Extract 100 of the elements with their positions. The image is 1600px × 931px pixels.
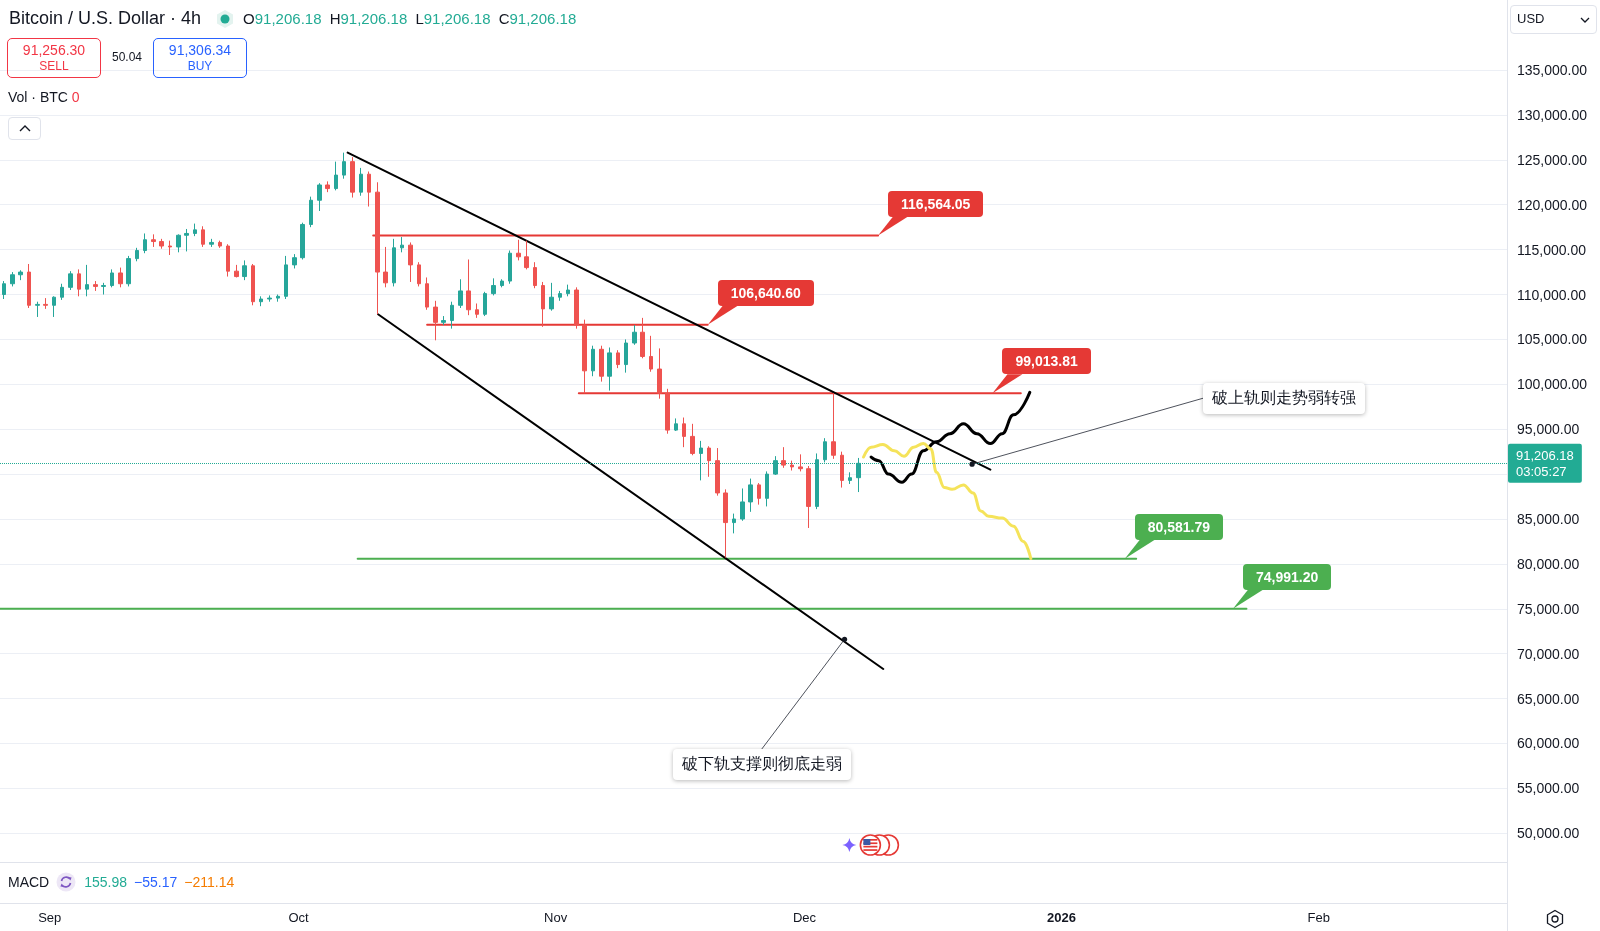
candlestick [276, 294, 280, 303]
y-tick-label: 115,000.00 [1517, 241, 1587, 258]
candlestick [616, 349, 620, 369]
candlestick [209, 238, 214, 248]
candlestick [541, 281, 545, 328]
candlestick [201, 225, 205, 248]
y-tick-label: 105,000.00 [1517, 331, 1588, 348]
candlestick [77, 268, 81, 297]
candlestick [558, 290, 562, 302]
candlestick [831, 392, 836, 460]
y-tick-label: 125,000.00 [1517, 151, 1588, 168]
candlestick [425, 276, 429, 311]
candlestick [300, 222, 305, 260]
candlestick [566, 284, 570, 297]
candlestick [226, 243, 230, 278]
candlestick [723, 488, 728, 559]
annotation: 91,256.30 SELL [22, 42, 86, 74]
candlestick [168, 240, 172, 256]
currency-dropdown: USD [1510, 5, 1597, 34]
candlestick [284, 255, 288, 300]
candlestick [599, 345, 604, 383]
candlestick [657, 347, 662, 400]
candlestick [218, 240, 222, 249]
candlestick [707, 445, 711, 478]
y-tick-label: 55,000.00 [1517, 780, 1580, 797]
candlestick [350, 156, 355, 199]
annotation: 91,306.34 BUY [168, 42, 232, 74]
candlestick [325, 180, 330, 193]
x-tick-label: Nov [544, 910, 568, 925]
candlestick [433, 300, 438, 341]
y-tick-label: 120,000.00 [1517, 196, 1588, 213]
y-tick-label: 60,000.00 [1517, 735, 1580, 752]
y-tick-label: 80,000.00 [1517, 555, 1580, 572]
candlestick [159, 238, 164, 250]
candlestick [143, 232, 147, 254]
y-tick-label: 85,000.00 [1517, 511, 1580, 527]
candlestick [267, 294, 272, 303]
candlestick [101, 282, 106, 296]
candlestick [549, 282, 554, 312]
candlestick [508, 250, 512, 285]
candlestick [848, 471, 852, 485]
candlestick [524, 240, 529, 270]
note-box: 破下轨支撑则彻底走弱 [672, 749, 851, 780]
candlestick [242, 259, 247, 281]
candlestick [690, 423, 695, 456]
candlestick [533, 261, 537, 289]
candlestick [649, 335, 653, 373]
candlestick [790, 460, 794, 472]
candlestick [60, 283, 64, 301]
text: MACD 155.98 −55.17 −211.14 [8, 873, 235, 890]
candlestick [798, 453, 803, 472]
candlestick [367, 171, 371, 208]
candlestick [85, 264, 89, 297]
candlestick [591, 345, 595, 377]
candlestick [18, 269, 23, 281]
x-tick-label: Feb [1307, 910, 1330, 925]
candlestick [582, 319, 587, 394]
candlestick [450, 301, 454, 330]
y-tick-label: 95,000.00 [1517, 421, 1580, 438]
y-tick-label: 130,000.00 [1517, 106, 1588, 123]
y-tick-label: 50,000.00 [1517, 825, 1580, 842]
y-tick-label: 70,000.00 [1517, 645, 1580, 662]
candlestick [665, 388, 670, 435]
candlestick [607, 346, 612, 392]
candlestick [640, 317, 645, 359]
candlestick [35, 301, 40, 318]
candlestick [43, 297, 48, 310]
candlestick [458, 278, 463, 309]
candlestick [2, 280, 6, 300]
line-series [862, 442, 1033, 560]
candlestick [624, 338, 628, 374]
candlestick [317, 182, 322, 212]
candlestick [840, 451, 844, 489]
candlestick [135, 247, 139, 262]
candlestick [765, 470, 769, 507]
candlestick [309, 196, 313, 228]
candlestick [184, 228, 189, 252]
candlestick [151, 233, 156, 248]
x-tick-label: 2026 [1047, 910, 1077, 925]
candlestick [176, 233, 181, 253]
candlestick [417, 261, 421, 287]
candlestick [259, 295, 263, 307]
candlestick [383, 246, 388, 288]
candlestick [682, 417, 686, 448]
candlestick [475, 303, 479, 319]
candlestick [748, 478, 753, 513]
candlestick [715, 447, 720, 497]
candlestick [781, 446, 786, 469]
candlestick [574, 286, 579, 330]
candlestick [52, 295, 56, 318]
candlestick [806, 465, 811, 529]
quote-button: 91,256.30 SELL [7, 38, 101, 78]
chart-title: Bitcoin / U.S. Dollar · 4h [9, 8, 202, 29]
candlestick [334, 161, 338, 191]
x-tick-label: Dec [792, 910, 817, 925]
candlestick [674, 417, 678, 432]
candlestick [118, 267, 123, 288]
candlestick [408, 241, 413, 283]
candlestick [27, 263, 31, 309]
candlestick [375, 181, 380, 315]
